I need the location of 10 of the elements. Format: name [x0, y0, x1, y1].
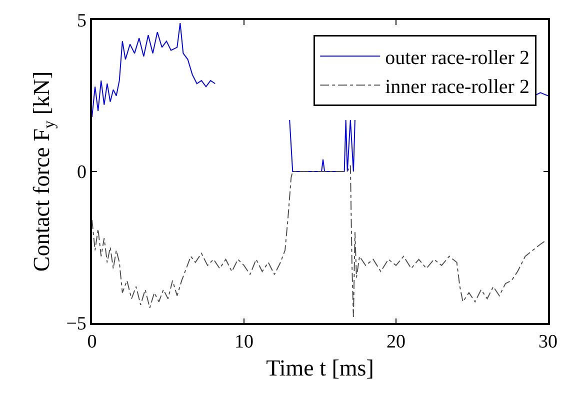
y-tick-label: 5	[76, 10, 86, 32]
x-tick-label: 20	[386, 332, 406, 353]
y-tick-label: −5	[66, 314, 86, 335]
legend-label: inner race-roller 2	[385, 76, 530, 98]
y-tick-label: 0	[76, 162, 86, 184]
x-axis-title: Time t [ms]	[266, 356, 374, 381]
line-series	[92, 164, 546, 318]
x-tick-label: 30	[538, 332, 558, 353]
legend-label: outer race-roller 2	[385, 46, 530, 69]
x-tick-label: 10	[234, 332, 254, 353]
